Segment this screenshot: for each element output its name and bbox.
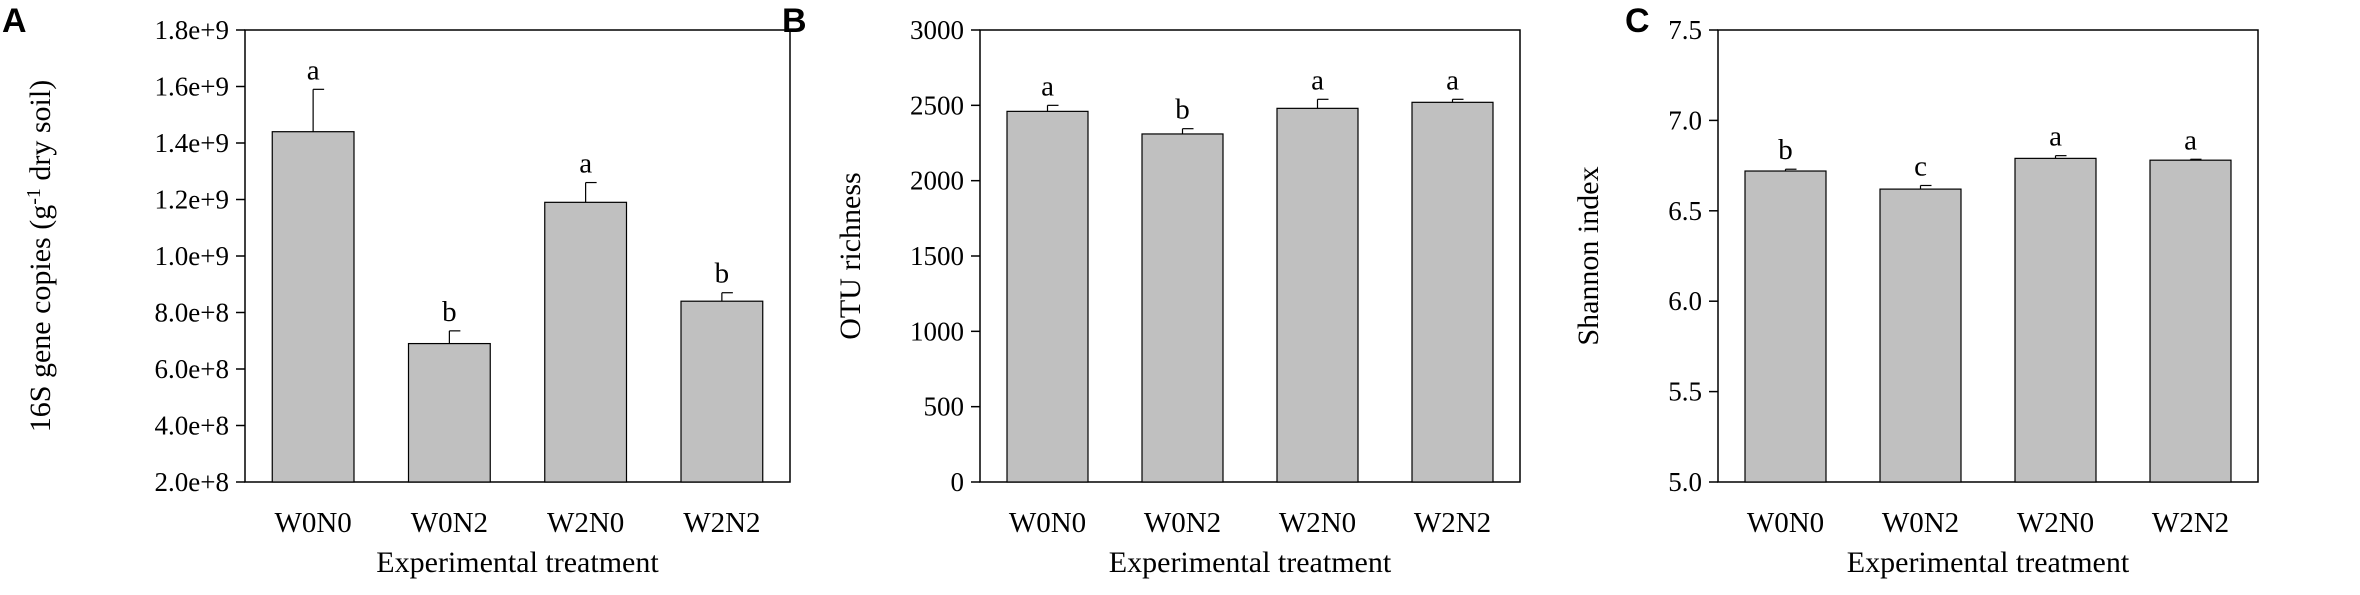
y-tick-label: 7.5 [1668,15,1702,45]
y-tick-label: 5.0 [1668,467,1702,497]
y-tick-label: 5.5 [1668,377,1702,407]
y-tick-label: 6.0 [1668,286,1702,316]
plot-frame [1717,29,2259,483]
y-tick-label: 7.0 [1668,105,1702,135]
bar [271,131,355,483]
x-axis-title: Experimental treatment [1847,546,2130,579]
y-axis-title-main: OTU richness [834,172,867,339]
y-tick-label: 1500 [910,241,964,271]
bar [1411,101,1494,483]
x-axis-title: Experimental treatment [376,546,659,579]
x-tick-label: W2N0 [2017,507,2094,539]
significance-label: b [442,296,457,328]
y-tick-label: 1.4e+9 [155,128,229,158]
significance-label: c [1914,150,1927,182]
y-tick-label: 6.5 [1668,196,1702,226]
bar [1141,133,1224,483]
x-axis-title: Experimental treatment [1109,546,1392,579]
y-tick-label: 6.0e+8 [155,354,229,384]
x-tick-label: W2N2 [683,507,760,539]
y-axis-title-main: 16S gene copies (g [24,205,57,432]
y-axis-title-rest: dry soil) [24,80,57,188]
chart-panel-b: B 0 500 1000 1500 2000 2500 3000 a W0N0 b W0N2 a W2N0… [782,2,1521,579]
y-axis-title-superscript: -1 [23,188,45,205]
panel-letter: B [782,2,807,40]
bar [1276,107,1359,483]
x-tick-label: W0N0 [1747,507,1824,539]
y-tick-label: 500 [924,392,965,422]
significance-label: a [1446,64,1459,96]
x-tick-label: W2N2 [1414,507,1491,539]
x-tick-label: W0N2 [1882,507,1959,539]
y-tick-label: 2500 [910,90,964,120]
y-tick-label: 4.0e+8 [155,411,229,441]
bar [1879,188,1962,483]
significance-label: a [307,54,320,86]
chart-panel-c: C 5.0 5.5 6.0 6.5 7.0 7.5 b W0N0 c W0N2 a W2N0 a W2N2 E… [1572,2,2259,579]
significance-label: b [1778,134,1793,166]
x-tick-label: W0N2 [1144,507,1221,539]
significance-label: a [579,148,592,180]
significance-label: a [1041,70,1054,102]
chart-panel-a: A 2.0e+8 4.0e+8 6.0e+8 8.0e+8 1.0e+9 1.2e+9 1.4… [2,2,791,579]
significance-label: b [1175,94,1190,126]
bar [680,300,764,483]
x-tick-label: W0N0 [1009,507,1086,539]
x-tick-label: W2N0 [547,507,624,539]
y-tick-label: 1.0e+9 [155,241,229,271]
bar [1006,110,1089,483]
bar [1744,170,1827,483]
x-tick-label: W0N0 [274,507,351,539]
x-tick-label: W2N2 [2152,507,2229,539]
y-axis-title-main: Shannon index [1572,166,1605,345]
panel-letter: A [2,2,27,40]
y-tick-label: 3000 [910,15,964,45]
significance-label: a [1311,64,1324,96]
bar [407,342,491,483]
bar [2014,157,2097,483]
y-tick-label: 2.0e+8 [155,467,229,497]
y-tick-label: 8.0e+8 [155,298,229,328]
y-tick-label: 1.8e+9 [155,15,229,45]
y-axis-title: OTU richness [834,172,867,339]
significance-label: b [715,258,730,290]
y-axis-title: 16S gene copies (g-1 dry soil) [23,80,57,432]
y-tick-label: 1.6e+9 [155,72,229,102]
bar [544,201,628,483]
significance-label: a [2184,124,2197,156]
x-tick-label: W0N2 [411,507,488,539]
y-tick-label: 1000 [910,316,964,346]
y-tick-label: 1.2e+9 [155,185,229,215]
x-tick-label: W2N0 [1279,507,1356,539]
y-tick-label: 2000 [910,166,964,196]
y-tick-label: 0 [951,467,965,497]
y-axis-title: Shannon index [1572,166,1605,345]
panel-letter: C [1625,2,1650,40]
significance-label: a [2049,121,2062,153]
bar [2149,159,2232,483]
